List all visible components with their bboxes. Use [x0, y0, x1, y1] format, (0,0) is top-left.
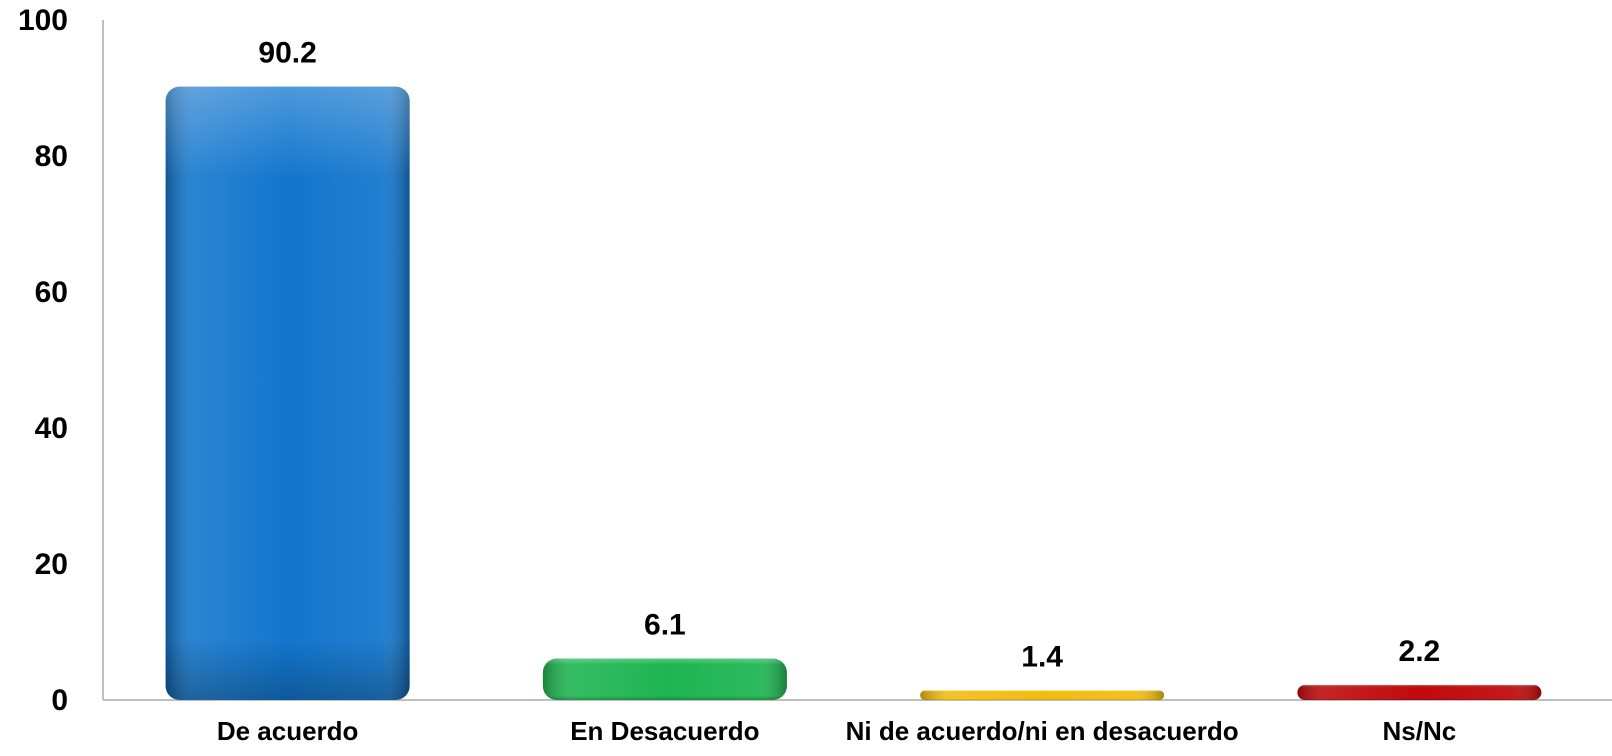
bar-value-label: 2.2 — [1399, 635, 1441, 668]
category-labels: De acuerdo En Desacuerdo Ni de acuerdo/ni … — [217, 716, 1456, 746]
bar — [920, 690, 1165, 700]
bar — [1297, 685, 1542, 700]
bar-value-label: 90.2 — [258, 37, 316, 70]
bar — [165, 86, 410, 700]
bar-value-label: 6.1 — [644, 609, 686, 642]
y-tick-labels: 0 20 40 60 80 100 — [18, 4, 68, 717]
category-label: Ns/Nc — [1383, 716, 1457, 746]
category-label: Ni de acuerdo/ni en desacuerdo — [846, 716, 1239, 746]
bars — [165, 86, 1542, 700]
y-tick-label: 0 — [51, 684, 68, 717]
category-label: En Desacuerdo — [570, 716, 759, 746]
bar-shade — [165, 86, 410, 700]
y-tick-label: 80 — [35, 140, 68, 173]
y-tick-label: 60 — [35, 276, 68, 309]
y-tick-label: 100 — [18, 4, 68, 37]
bar-shade — [542, 658, 787, 700]
bar — [542, 658, 787, 700]
y-tick-label: 20 — [35, 548, 68, 581]
bar-shade — [920, 690, 1165, 700]
data-labels: 90.2 6.1 1.4 2.2 — [258, 37, 1440, 674]
bar-shade — [1297, 685, 1542, 700]
y-tick-label: 40 — [35, 412, 68, 445]
bar-value-label: 1.4 — [1021, 640, 1063, 673]
category-label: De acuerdo — [217, 716, 359, 746]
